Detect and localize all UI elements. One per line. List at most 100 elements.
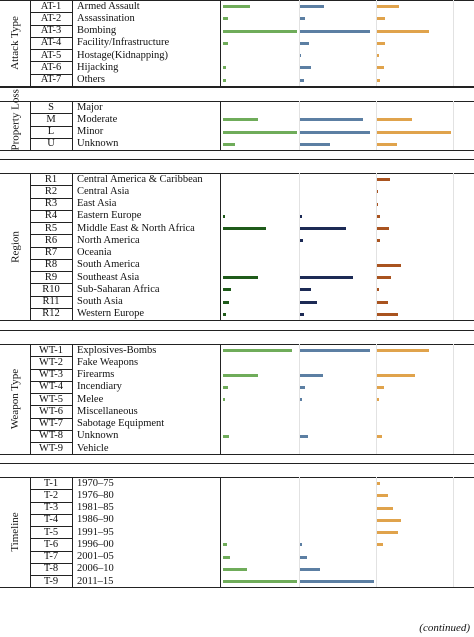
row-divider [30,36,72,38]
row-code: WT-8 [38,430,64,442]
bar-mark [223,300,230,304]
label-divider [220,101,221,150]
row-code: R10 [42,283,60,295]
row-divider [30,125,72,127]
label-divider [220,173,221,320]
row-code: R2 [44,185,58,197]
row-code: U [47,138,55,150]
bar-mark [300,142,330,146]
row-label: Sub-Saharan Africa [77,283,160,295]
bar-mark [223,398,225,401]
bar-mark [223,349,293,352]
row-label: 2001–05 [77,551,114,562]
row-label: Others [77,74,105,85]
bar-mark [300,214,303,218]
row-divider [30,550,72,552]
row-code: T-9 [43,575,59,587]
row-code: R5 [44,222,58,234]
bar-mark [377,78,381,82]
row-label: Hostage(Kidnapping) [77,49,168,61]
row-label: Assassination [77,12,135,24]
bar-mark [223,142,236,146]
section-top-border [0,101,474,102]
row-code: WT-6 [38,405,64,417]
row-code: T-2 [43,489,59,501]
bar-mark [377,312,398,316]
bar-mark [223,373,258,377]
bar-mark [300,118,364,122]
bar-mark [300,78,304,82]
row-divider [30,113,72,115]
row-label: Bombing [77,25,117,36]
bar-mark [223,580,298,583]
group-divider [30,344,31,455]
row-divider [30,73,72,75]
row-code: WT-1 [38,344,64,356]
bar-mark [300,300,318,304]
row-code: R11 [42,296,60,307]
bar-mark [377,5,400,8]
row-divider [30,61,72,63]
row-code: AT-6 [40,61,62,73]
bar-mark [223,17,229,21]
bar-mark [223,555,230,559]
bar-mark [300,17,305,21]
row-label: 1986–90 [77,514,114,526]
row-label: 1970–75 [77,477,114,489]
bar-mark [300,5,324,8]
section-gap-border [0,463,474,464]
bar-column-gridline [299,0,300,86]
row-label: Moderate [77,113,118,125]
bar-mark [377,66,384,70]
bar-mark [300,29,370,33]
row-label: Unknown [77,138,119,150]
bar-column-gridline [453,0,454,86]
bar-mark [377,385,384,389]
row-divider [30,368,72,370]
row-divider [30,307,72,309]
row-label: 2006–10 [77,563,114,575]
bar-mark [300,66,311,70]
row-code: R6 [44,234,58,246]
bar-mark [300,555,307,559]
bar-mark [377,398,379,401]
bar-mark [377,118,412,122]
bar-mark [377,263,401,267]
bar-mark [223,118,258,122]
row-code: R3 [44,198,58,209]
bar-column-gridline [453,477,454,588]
row-divider [30,209,72,211]
row-divider [30,185,72,187]
row-divider [30,246,72,248]
row-divider [30,393,72,394]
bar-column-gridline [453,173,454,320]
bar-mark [300,54,301,57]
bar-mark [300,276,354,279]
bar-mark [377,543,384,547]
bar-mark [377,41,385,45]
code-divider [72,477,73,588]
section-bottom-border [0,320,474,321]
bar-mark [300,580,374,583]
bar-mark [300,349,370,352]
label-divider [220,344,221,455]
row-code: T-8 [43,563,59,575]
bar-mark [377,227,390,230]
group-divider [30,0,31,86]
row-label: Fake Weapons [77,356,139,368]
bar-mark [300,288,312,292]
row-code: AT-3 [40,25,62,36]
bar-mark [377,178,390,181]
section-top-border [0,344,474,345]
label-divider [220,0,221,86]
row-divider [30,197,72,199]
row-label: East Asia [77,198,117,209]
bar-mark [300,130,370,134]
section-gap-border [0,159,474,160]
row-divider [30,234,72,236]
bar-column-gridline [453,344,454,455]
row-divider [30,501,72,503]
group-label-attack-type: Attack Type [9,16,21,70]
row-label: 1981–85 [77,502,114,513]
bar-column-gridline [299,344,300,455]
